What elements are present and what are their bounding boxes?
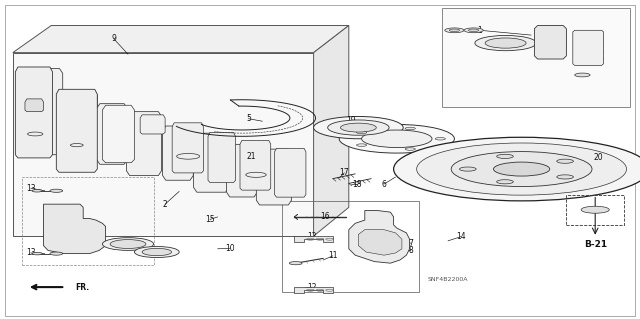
- Text: FR.: FR.: [75, 283, 89, 292]
- Ellipse shape: [581, 206, 609, 213]
- Text: 6: 6: [381, 180, 387, 189]
- Polygon shape: [256, 149, 292, 205]
- Text: 3: 3: [69, 219, 74, 228]
- Text: 5: 5: [246, 114, 251, 123]
- Polygon shape: [172, 123, 204, 173]
- Text: 14: 14: [456, 232, 466, 241]
- Ellipse shape: [328, 120, 389, 135]
- Text: 13: 13: [26, 184, 36, 193]
- Text: SNF4B2200A: SNF4B2200A: [428, 277, 468, 282]
- Text: 10: 10: [225, 244, 236, 253]
- Polygon shape: [163, 126, 193, 180]
- Text: 2: 2: [163, 200, 168, 209]
- Ellipse shape: [340, 123, 376, 132]
- Polygon shape: [275, 148, 306, 197]
- Ellipse shape: [289, 262, 302, 265]
- Ellipse shape: [445, 28, 464, 33]
- Polygon shape: [294, 287, 333, 293]
- Ellipse shape: [32, 252, 42, 255]
- Polygon shape: [102, 105, 134, 163]
- Polygon shape: [15, 67, 52, 158]
- Ellipse shape: [356, 131, 367, 134]
- Ellipse shape: [134, 247, 179, 257]
- Ellipse shape: [464, 28, 483, 33]
- Polygon shape: [294, 236, 333, 242]
- Polygon shape: [13, 53, 314, 236]
- Text: 9: 9: [111, 34, 116, 43]
- Ellipse shape: [405, 148, 415, 150]
- Ellipse shape: [356, 144, 367, 146]
- Bar: [442, 8, 630, 107]
- Text: 12: 12: [308, 232, 317, 241]
- Polygon shape: [534, 26, 566, 59]
- Ellipse shape: [102, 238, 154, 250]
- Text: 13: 13: [26, 249, 36, 257]
- Ellipse shape: [493, 162, 550, 176]
- Polygon shape: [240, 140, 271, 190]
- Polygon shape: [358, 230, 402, 255]
- Ellipse shape: [449, 29, 460, 32]
- Text: 17: 17: [339, 168, 349, 177]
- Polygon shape: [56, 89, 97, 172]
- Ellipse shape: [451, 152, 592, 187]
- Text: 11: 11: [328, 251, 337, 260]
- Ellipse shape: [405, 127, 415, 130]
- Ellipse shape: [32, 189, 42, 192]
- Polygon shape: [208, 132, 236, 182]
- Text: 15: 15: [205, 215, 215, 224]
- Text: 8: 8: [408, 246, 413, 255]
- Polygon shape: [573, 30, 604, 65]
- Polygon shape: [140, 115, 165, 134]
- Ellipse shape: [314, 116, 403, 139]
- Polygon shape: [193, 133, 229, 192]
- Polygon shape: [44, 204, 106, 254]
- Text: 21: 21: [246, 152, 255, 161]
- Polygon shape: [24, 69, 63, 155]
- Text: 19: 19: [346, 116, 356, 125]
- Text: 18: 18: [353, 180, 362, 189]
- Polygon shape: [349, 211, 410, 263]
- Text: 20: 20: [593, 153, 604, 162]
- Ellipse shape: [142, 249, 172, 256]
- Ellipse shape: [575, 73, 590, 77]
- Polygon shape: [127, 112, 161, 175]
- Ellipse shape: [460, 167, 476, 171]
- Text: B-21: B-21: [584, 240, 607, 249]
- Ellipse shape: [110, 240, 146, 249]
- Polygon shape: [97, 104, 127, 164]
- Polygon shape: [25, 99, 44, 112]
- Ellipse shape: [339, 124, 454, 153]
- Ellipse shape: [394, 137, 640, 201]
- Ellipse shape: [435, 137, 445, 140]
- Text: 1: 1: [477, 26, 483, 35]
- Polygon shape: [227, 144, 257, 197]
- Text: 4: 4: [56, 228, 61, 237]
- Ellipse shape: [497, 180, 513, 184]
- Ellipse shape: [362, 130, 432, 147]
- Text: 16: 16: [320, 212, 330, 221]
- Polygon shape: [13, 26, 349, 53]
- Ellipse shape: [485, 38, 526, 48]
- Polygon shape: [63, 91, 97, 158]
- Ellipse shape: [417, 143, 627, 195]
- Ellipse shape: [475, 35, 536, 51]
- Text: 7: 7: [408, 239, 413, 248]
- Ellipse shape: [50, 189, 63, 192]
- Ellipse shape: [557, 175, 573, 179]
- Ellipse shape: [50, 252, 63, 255]
- Bar: [566, 195, 624, 225]
- Text: 12: 12: [308, 283, 317, 292]
- Ellipse shape: [557, 159, 573, 163]
- Ellipse shape: [468, 29, 479, 32]
- Bar: [282, 201, 419, 292]
- Bar: [22, 177, 154, 265]
- Ellipse shape: [497, 154, 513, 159]
- Polygon shape: [314, 26, 349, 236]
